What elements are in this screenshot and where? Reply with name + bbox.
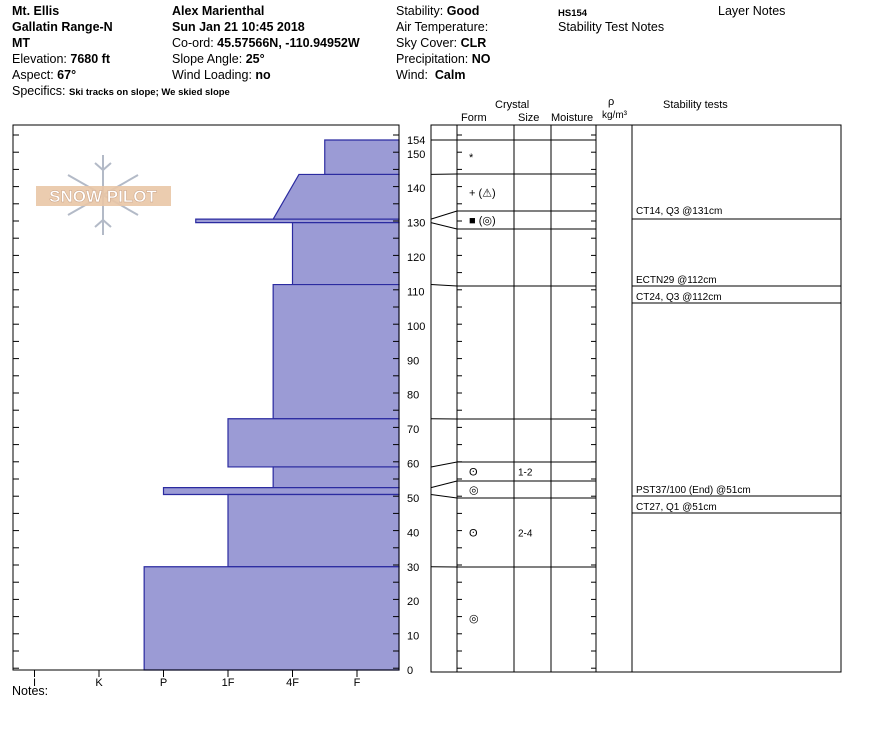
wind: Wind: Calm [396, 68, 466, 82]
crystal-size: 2-4 [518, 529, 533, 540]
layer-notes: Layer Notes [718, 4, 786, 18]
wind-loading: Wind Loading: no [172, 68, 271, 82]
coordinates: Co-ord: 45.57566N, -110.94952W [172, 36, 360, 50]
crystal-form: ʘ [469, 528, 478, 540]
size-header: Size [518, 112, 540, 124]
y-tick-label: 30 [407, 562, 419, 574]
y-tick-label: 40 [407, 527, 419, 539]
slope-angle: Slope Angle: 25° [172, 52, 265, 66]
crystal-header: Crystal [495, 99, 530, 111]
aspect: Aspect: 67° [12, 68, 77, 82]
crystal-form: * [469, 152, 474, 164]
svg-text:SNOW PILOT: SNOW PILOT [49, 187, 157, 206]
crystal-form: ■ (◎) [469, 215, 496, 227]
boundary-connector [430, 461, 458, 468]
stability: Stability: Good [396, 4, 480, 18]
elevation: Elevation: 7680 ft [12, 52, 110, 66]
y-tick-label: 50 [407, 493, 419, 505]
y-tick-label: 60 [407, 459, 419, 471]
crystal-form: ◎ [469, 485, 479, 497]
crystal-form: + (⚠) [469, 188, 496, 200]
y-tick-label: 140 [407, 183, 425, 195]
boundary-connector [430, 480, 458, 489]
x-tick-label: F [354, 677, 361, 689]
range: Gallatin Range-N [12, 20, 113, 34]
y-tick-label: 0 [407, 665, 413, 677]
stability-test: PST37/100 (End) @51cm [636, 485, 751, 496]
profile-layer [227, 418, 400, 468]
stability-test: CT24, Q3 @112cm [636, 292, 722, 303]
boundary-connector [430, 284, 458, 287]
density-unit: kg/m³ [602, 110, 627, 121]
profile-layer [227, 493, 400, 568]
precipitation: Precipitation: NO [396, 52, 491, 66]
y-tick-label: 80 [407, 390, 419, 402]
boundary-connector [430, 493, 458, 499]
hs-value: HS154 [558, 8, 588, 19]
notes-label: Notes: [12, 684, 49, 698]
stability-test-notes: Stability Test Notes [558, 20, 665, 34]
stability-test: CT27, Q1 @51cm [636, 502, 717, 513]
y-tick-label: 110 [407, 286, 425, 298]
x-tick-label: I [33, 677, 36, 689]
stability-test: CT14, Q3 @131cm [636, 206, 722, 217]
stability-tests-header: Stability tests [663, 99, 728, 111]
sky-cover: Sky Cover: CLR [396, 36, 487, 50]
profile-layer [162, 486, 400, 496]
boundary-connector [430, 222, 458, 230]
layer-table-frame [430, 124, 842, 673]
profile-layer [324, 139, 400, 176]
boundary-connector [430, 210, 458, 220]
rho-header: ρ [608, 96, 615, 108]
profile-layer [272, 466, 400, 489]
y-tick-label: 20 [407, 596, 419, 608]
y-tick-label: 130 [407, 218, 425, 230]
moisture-header: Moisture [551, 112, 594, 124]
air-temperature: Air Temperature: [396, 20, 489, 34]
y-tick-label: 154 [407, 135, 425, 147]
location: Mt. Ellis [12, 4, 60, 18]
y-tick-label: 90 [407, 355, 419, 367]
state: MT [12, 36, 31, 50]
observer: Alex Marienthal [172, 4, 265, 18]
snow-pilot-logo: SNOW PILOT [36, 155, 171, 235]
profile-frame [12, 124, 400, 671]
y-tick-label: 150 [407, 149, 425, 161]
profile-layer [291, 221, 400, 286]
crystal-form: ◎ [469, 613, 479, 625]
x-tick-label: P [160, 677, 167, 689]
crystal-size: 1-2 [518, 468, 533, 479]
stability-test: ECTN29 @112cm [636, 275, 717, 286]
y-tick-label: 100 [407, 321, 425, 333]
profile-layer [272, 173, 400, 220]
y-tick-label: 120 [407, 252, 425, 264]
x-tick-label: 1F [222, 677, 235, 689]
profile-layer [272, 283, 400, 420]
y-tick-label: 10 [407, 631, 419, 643]
x-tick-label: 4F [286, 677, 299, 689]
profile-layer [143, 566, 400, 671]
x-tick-label: K [95, 677, 103, 689]
y-tick-label: 70 [407, 424, 419, 436]
specifics: Specifics: Ski tracks on slope; We skied… [12, 84, 230, 98]
form-header: Form [461, 112, 487, 124]
crystal-form: ʘ [469, 467, 478, 479]
datetime: Sun Jan 21 10:45 2018 [172, 20, 305, 34]
